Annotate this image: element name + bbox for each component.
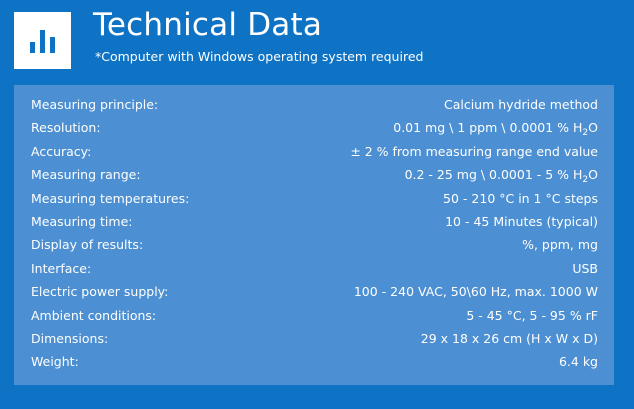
spec-value: ± 2 % from measuring range end value [350, 141, 598, 163]
spec-value: 0.2 - 25 mg \ 0.0001 - 5 % H2O [405, 164, 598, 186]
spec-label: Measuring temperatures: [31, 190, 190, 206]
spec-value-subscript: 2 [582, 175, 589, 186]
spec-row: Measuring principle: Calcium hydride meth… [31, 94, 598, 116]
spec-row: Dimensions: 29 x 18 x 26 cm (H x W x D) [31, 328, 598, 350]
spec-label: Measuring time: [31, 214, 133, 229]
spec-value: %, ppm, mg [522, 234, 598, 256]
page-title: Technical Data [93, 7, 323, 43]
spec-value: Calcium hydride method [444, 94, 598, 116]
spec-value: 5 - 45 °C, 5 - 95 % rF [466, 305, 598, 327]
spec-label: Accuracy: [31, 143, 92, 159]
spec-value-suffix: O [588, 167, 598, 183]
spec-row: Ambient conditions: 5 - 45 °C, 5 - 95 % r… [31, 305, 598, 327]
spec-value-text: 6.4 kg [558, 354, 598, 370]
spec-row: Measuring range: 0.2 - 25 mg \ 0.0001 - 5… [31, 164, 598, 186]
bar-chart-icon [30, 30, 55, 53]
spec-label: Interface: [31, 260, 92, 276]
spec-label: Resolution: [31, 120, 101, 136]
spec-value-text: USB [572, 260, 598, 276]
spec-value-text: 29 x 18 x 26 cm (H x W x D) [420, 331, 598, 346]
page-subtitle: *Computer with Windows operating system … [95, 49, 424, 64]
spec-label: Display of results: [31, 237, 144, 253]
spec-value-text: Calcium hydride method [443, 97, 598, 112]
spec-value: USB [572, 258, 598, 280]
spec-row: Accuracy: ± 2 % from measuring range end … [31, 141, 598, 163]
spec-row: Resolution: 0.01 mg \ 1 ppm \ 0.0001 % H2… [31, 117, 598, 139]
spec-label: Dimensions: [31, 331, 109, 346]
spec-value-text: 50 - 210 °C in 1 °C steps [443, 190, 598, 206]
spec-value: 29 x 18 x 26 cm (H x W x D) [421, 328, 598, 350]
logo [14, 12, 71, 69]
spec-value-text: 10 - 45 Minutes (typical) [445, 214, 598, 229]
spec-value-text: 100 - 240 VAC, 50\60 Hz, max. 1000 W [353, 284, 598, 300]
spec-label: Weight: [31, 354, 79, 370]
spec-value-text: 0.01 mg \ 1 ppm \ 0.0001 % H [393, 120, 583, 136]
spec-row: Measuring temperatures: 50 - 210 °C in 1 … [31, 188, 598, 210]
spec-value: 0.01 mg \ 1 ppm \ 0.0001 % H2O [393, 117, 598, 139]
spec-value: 10 - 45 Minutes (typical) [445, 211, 598, 233]
spec-value-suffix: O [588, 120, 598, 136]
spec-value-text: ± 2 % from measuring range end value [350, 143, 598, 159]
spec-value: 6.4 kg [559, 351, 598, 373]
spec-row: Weight: 6.4 kg [31, 351, 598, 373]
spec-label: Electric power supply: [31, 284, 169, 300]
spec-value: 100 - 240 VAC, 50\60 Hz, max. 1000 W [354, 281, 598, 303]
spec-row: Measuring time: 10 - 45 Minutes (typical) [31, 211, 598, 233]
spec-value-text: 5 - 45 °C, 5 - 95 % rF [466, 307, 598, 323]
spec-row: Interface: USB [31, 258, 598, 280]
spec-label: Measuring principle: [31, 97, 159, 112]
spec-table: Measuring principle: Calcium hydride meth… [14, 85, 614, 385]
spec-value-text: 0.2 - 25 mg \ 0.0001 - 5 % H [404, 167, 583, 183]
spec-value-subscript: 2 [582, 128, 589, 139]
spec-row: Electric power supply: 100 - 240 VAC, 50\… [31, 281, 598, 303]
spec-label: Measuring range: [31, 167, 141, 183]
spec-row: Display of results: %, ppm, mg [31, 234, 598, 256]
spec-label: Ambient conditions: [31, 307, 157, 323]
spec-value: 50 - 210 °C in 1 °C steps [443, 188, 598, 210]
spec-value-text: %, ppm, mg [522, 237, 598, 253]
